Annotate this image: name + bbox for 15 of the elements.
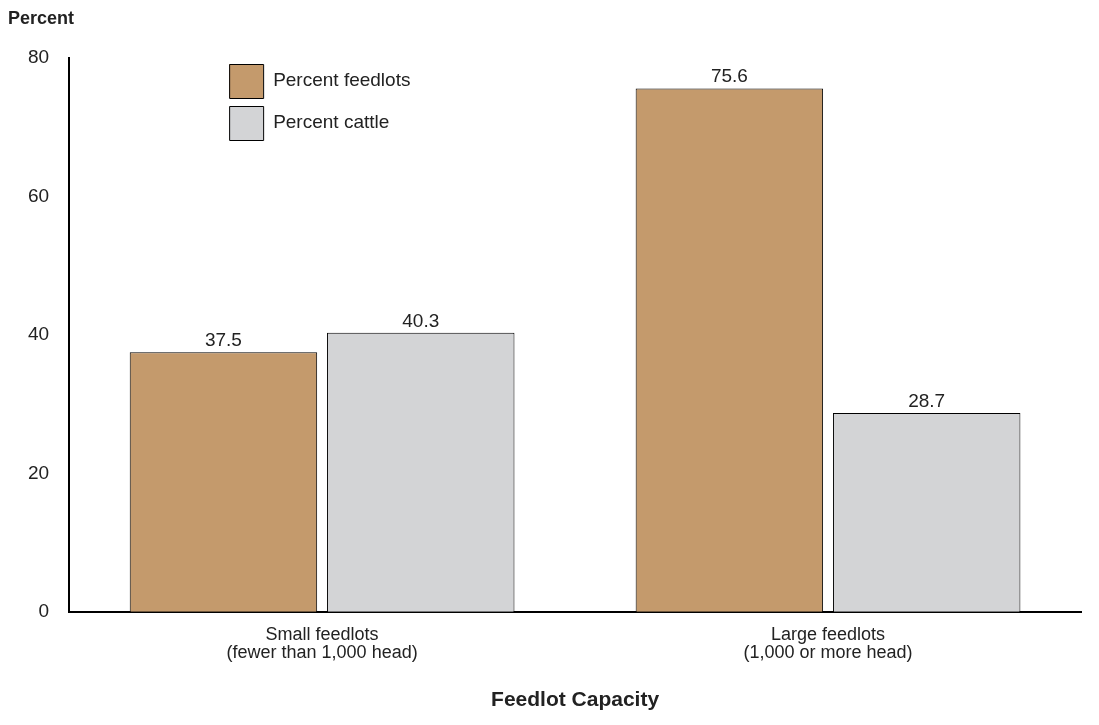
legend-label: Percent feedlots (273, 69, 411, 91)
data-label: 37.5 (204, 328, 242, 350)
y-tick-label: 20 (27, 461, 50, 483)
x-axis-title: Feedlot Capacity (491, 687, 660, 711)
x-tick-label: Large feedlots (1,000 or more head) (743, 623, 913, 662)
legend-label: Percent cattle (273, 111, 390, 133)
x-tick-label: Small feedlots (fewer than 1,000 head) (226, 623, 418, 662)
data-label: 28.7 (908, 389, 946, 411)
y-axis-title: Percent (8, 7, 75, 28)
y-tick-label: 0 (38, 600, 50, 622)
y-tick-label: 60 (27, 184, 50, 206)
data-label: 40.3 (402, 309, 440, 331)
y-tick-label: 80 (27, 46, 50, 68)
data-label: 75.6 (710, 65, 748, 87)
y-tick-label: 40 (27, 323, 50, 345)
